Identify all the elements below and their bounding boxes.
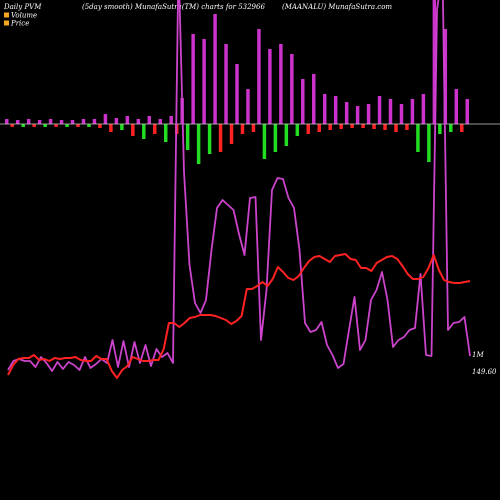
volume-bar [92, 119, 97, 124]
volume-bar [98, 124, 102, 128]
volume-bar [169, 116, 173, 124]
volume-bar [377, 96, 382, 124]
volume-bar [120, 124, 124, 130]
chart-header-right: (MAANALU) MunafaSutra.com [282, 3, 392, 11]
volume-bar [361, 124, 365, 128]
volume-bar [147, 116, 152, 124]
volume-bar [207, 124, 212, 154]
volume-bar [136, 119, 141, 124]
volume-bar [427, 124, 431, 162]
volume-bar [262, 124, 267, 159]
volume-bar [65, 124, 69, 127]
volume-bar [388, 99, 393, 124]
volume-bar [416, 124, 420, 152]
volume-bar [284, 124, 289, 146]
volume-bar [465, 99, 469, 124]
volume-bar [158, 119, 162, 124]
volume-bar [394, 124, 398, 132]
volume-bar [355, 106, 360, 124]
volume-bar [350, 124, 354, 128]
volume-bar [229, 124, 234, 144]
volume-bar [81, 119, 86, 124]
volume-bar [372, 124, 376, 129]
volume-bar [54, 124, 58, 127]
volume-bar [109, 124, 113, 132]
volume-bar [48, 119, 53, 124]
legend-price-label: Price [10, 20, 29, 28]
series-lines [7, 0, 471, 379]
volume-bar [240, 124, 245, 134]
volume-bar [268, 49, 272, 124]
volume-bar [21, 124, 25, 127]
volume-bar [202, 39, 206, 124]
volume-bar [317, 124, 321, 132]
volume-bar [246, 89, 250, 124]
volume-bar [163, 124, 168, 142]
volume-bar [70, 120, 75, 124]
volume-bar [383, 124, 387, 130]
volume-bar [306, 124, 311, 134]
volume-series-line [7, 0, 471, 372]
volume-bar [312, 74, 316, 124]
volume-bar [59, 120, 64, 124]
chart-header-smooth: (5day smooth) MunafaSutra(TM) charts for… [82, 3, 265, 11]
volume-bar [125, 116, 130, 124]
volume-bar [333, 96, 338, 124]
volume-bar [191, 34, 195, 124]
volume-bar [295, 124, 300, 136]
legend-price-swatch [4, 20, 9, 26]
chart-header-left: Daily PVM [3, 3, 42, 11]
volume-bar [235, 64, 239, 124]
volume-bar [213, 14, 217, 124]
volume-bar [405, 124, 409, 130]
volume-bar [185, 124, 190, 150]
legend-volume-label: Volume [11, 12, 37, 20]
price-series-line [7, 253, 471, 379]
volume-value-label: 1M [472, 351, 484, 359]
volume-bar [301, 79, 305, 124]
volume-bar [339, 124, 343, 129]
volume-bar [32, 124, 36, 127]
volume-bar [76, 124, 80, 127]
volume-bar [15, 120, 20, 124]
volume-bar [10, 124, 14, 127]
volume-bar [131, 124, 135, 136]
volume-bar [454, 89, 459, 124]
volume-bar [43, 124, 47, 127]
volume-bar [449, 124, 453, 132]
volume-bar [103, 114, 108, 124]
price-value-label: 149.60 [472, 368, 497, 376]
volume-bar [251, 124, 256, 132]
volume-bar [328, 124, 332, 130]
volume-bar [153, 124, 157, 134]
volume-bar [443, 29, 448, 124]
volume-bar [218, 124, 223, 152]
volume-bar [114, 118, 119, 124]
volume-bar [26, 119, 31, 124]
volume-bar [224, 44, 228, 124]
volume-bar [37, 120, 42, 124]
volume-bar [87, 124, 91, 127]
volume-bar [290, 54, 294, 124]
volume-bar [5, 119, 9, 124]
volume-bar [279, 44, 283, 124]
volume-bar [366, 104, 371, 124]
volume-bar [421, 94, 426, 124]
volume-bar [399, 104, 404, 124]
volume-bar [322, 94, 327, 124]
legend-volume-swatch [4, 12, 9, 18]
volume-bar [142, 124, 146, 139]
volume-bar [460, 124, 464, 132]
volume-bar [438, 124, 442, 134]
volume-bar [344, 102, 349, 124]
volume-bar [410, 99, 415, 124]
volume-bar [257, 29, 261, 124]
volume-bar [432, 0, 437, 124]
volume-bar [196, 124, 201, 164]
volume-bar [273, 124, 278, 152]
volume-bars [5, 0, 469, 164]
